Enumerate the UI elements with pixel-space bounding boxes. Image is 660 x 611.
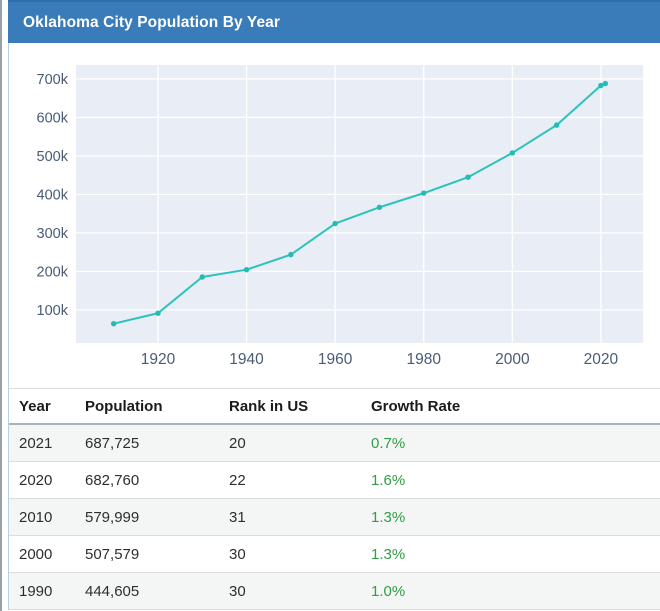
x-tick-label: 1920	[141, 351, 176, 368]
data-point	[155, 310, 161, 316]
data-point	[598, 82, 604, 89]
y-tick-label: 600k	[37, 110, 69, 126]
cell-growth: 1.3%	[363, 535, 660, 573]
cell-rank: 30	[221, 535, 363, 573]
data-point	[509, 150, 516, 156]
data-point	[465, 174, 471, 180]
data-point	[602, 80, 609, 87]
cell-rank: 30	[221, 572, 363, 610]
cell-year: 2000	[9, 535, 77, 573]
card-title: Oklahoma City Population By Year	[23, 13, 281, 31]
y-tick-label: 300k	[37, 226, 69, 242]
population-card: Oklahoma City Population By Year 100k 200…	[8, 0, 660, 610]
page-left-edge	[0, 0, 2, 611]
x-tick-label: 1960	[318, 351, 353, 368]
table-row: 2010 579,999 31 1.3%	[9, 498, 660, 536]
cell-growth: 1.6%	[363, 461, 660, 499]
cell-rank: 20	[221, 424, 363, 462]
y-tick-label: 400k	[37, 187, 69, 203]
cell-year: 2010	[9, 498, 77, 536]
data-point	[199, 274, 205, 280]
cell-population: 682,760	[77, 461, 221, 499]
table-row: 2000 507,579 30 1.3%	[9, 535, 660, 573]
cell-population: 579,999	[77, 498, 221, 536]
cell-year: 2021	[9, 424, 77, 462]
cell-population: 507,579	[77, 535, 221, 573]
column-header-year: Year	[9, 388, 77, 425]
cell-growth: 0.7%	[363, 424, 660, 462]
table-header-row: Year Population Rank in US Growth Rate	[9, 388, 660, 425]
table-row: 1990 444,605 30 1.0%	[9, 572, 660, 610]
table-body: 2021 687,725 20 0.7% 2020 682,760 22 1.6% 2010 57…	[9, 424, 660, 610]
cell-growth: 1.0%	[363, 572, 660, 610]
plot-background	[76, 65, 643, 343]
y-tick-label: 500k	[37, 149, 69, 165]
data-point	[376, 204, 383, 210]
cell-population: 444,605	[77, 572, 221, 610]
x-tick-label: 1940	[229, 351, 264, 368]
cell-rank: 31	[221, 498, 363, 536]
population-table: Year Population Rank in US Growth Rate 2…	[9, 388, 660, 610]
cell-rank: 22	[221, 461, 363, 499]
table-row: 2020 682,760 22 1.6%	[9, 461, 660, 499]
cell-growth: 1.3%	[363, 498, 660, 536]
card-body: 100k 200k 300k 400k 500k 600k 700k 1920 1940 1960…	[8, 43, 660, 610]
cell-year: 1990	[9, 572, 77, 610]
column-header-population: Population	[77, 388, 221, 425]
card-header: Oklahoma City Population By Year	[8, 0, 660, 43]
column-header-rank: Rank in US	[221, 388, 363, 425]
column-header-growth: Growth Rate	[363, 388, 660, 425]
data-point	[332, 220, 338, 227]
table-row: 2021 687,725 20 0.7%	[9, 424, 660, 462]
data-point	[288, 251, 294, 258]
data-point	[243, 266, 250, 273]
data-point	[553, 122, 560, 128]
y-tick-label: 200k	[37, 264, 69, 280]
x-tick-label: 2000	[495, 351, 530, 368]
data-point	[110, 320, 117, 327]
population-chart[interactable]: 100k 200k 300k 400k 500k 600k 700k 1920 1940 1960…	[9, 43, 660, 388]
y-tick-label: 100k	[37, 303, 69, 319]
data-point	[421, 190, 427, 196]
population-line-chart[interactable]: 100k 200k 300k 400k 500k 600k 700k 1920 1940 1960…	[9, 43, 660, 388]
cell-year: 2020	[9, 461, 77, 499]
cell-population: 687,725	[77, 424, 221, 462]
x-tick-label: 1980	[406, 351, 441, 368]
x-tick-label: 2020	[584, 351, 619, 368]
y-tick-label: 700k	[37, 72, 69, 88]
